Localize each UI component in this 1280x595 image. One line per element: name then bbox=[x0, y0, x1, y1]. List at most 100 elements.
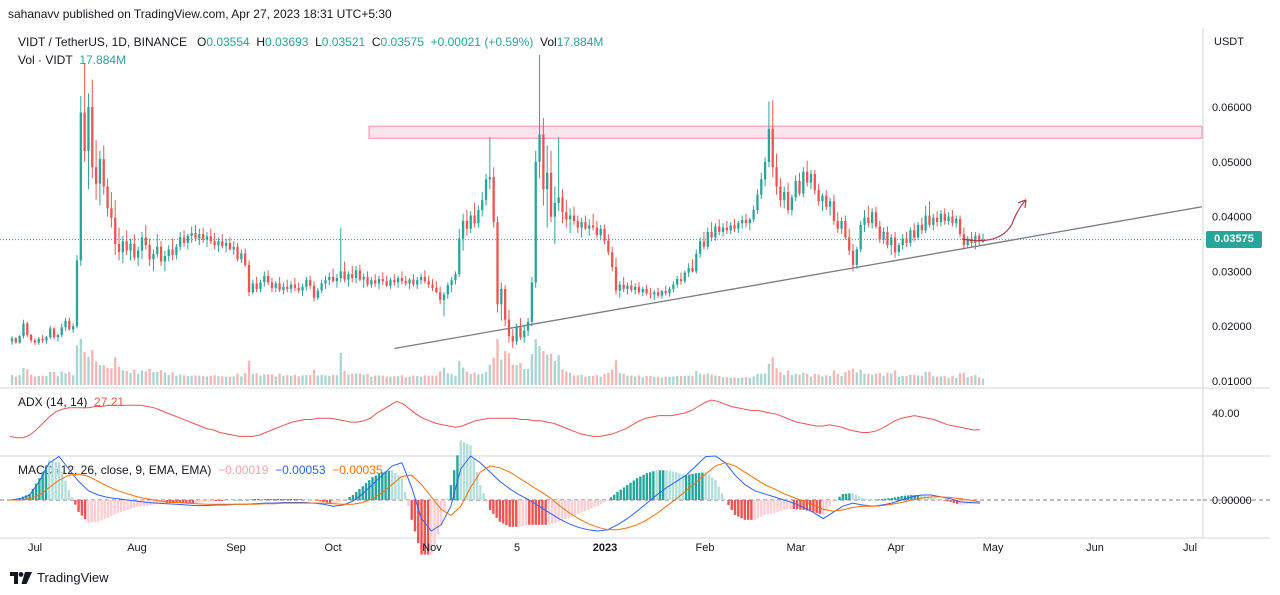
volume-bar bbox=[844, 372, 847, 385]
macd-histogram-bar bbox=[466, 443, 469, 500]
macd-histogram-bar bbox=[237, 500, 240, 501]
candle-body bbox=[859, 224, 862, 250]
candle-body bbox=[125, 241, 128, 251]
candle-body bbox=[955, 218, 958, 224]
volume-bar bbox=[561, 369, 564, 385]
symbol-name[interactable]: VIDT / TetherUS, 1D, BINANCE bbox=[18, 35, 187, 49]
macd-histogram-bar bbox=[707, 474, 711, 500]
volume-bar bbox=[26, 369, 29, 385]
macd-histogram-bar bbox=[306, 499, 309, 500]
macd-histogram-bar bbox=[550, 500, 554, 524]
volume-bar bbox=[584, 376, 587, 385]
macd-histogram-bar bbox=[266, 499, 270, 500]
volume-bar bbox=[672, 376, 675, 385]
volume-bar bbox=[110, 368, 113, 385]
macd-hist-value: −0.00019 bbox=[218, 463, 269, 477]
candle-body bbox=[878, 226, 881, 240]
volume-bar bbox=[236, 373, 239, 385]
volume-bar bbox=[817, 374, 820, 385]
volume-bar bbox=[221, 376, 224, 385]
volume-bar bbox=[240, 376, 243, 385]
candle-body bbox=[698, 241, 702, 254]
projection-arrow-head bbox=[1017, 199, 1027, 208]
volume-bar bbox=[737, 377, 740, 385]
volume-bar bbox=[511, 364, 514, 385]
macd-histogram-bar bbox=[413, 500, 417, 532]
macd-histogram-bar bbox=[704, 472, 707, 500]
volume-bar bbox=[870, 374, 874, 385]
candle-body bbox=[851, 250, 855, 265]
macd-histogram-bar bbox=[658, 470, 662, 500]
candle-body bbox=[832, 201, 836, 221]
volume-bar bbox=[94, 361, 98, 385]
macd-histogram-bar bbox=[541, 500, 544, 525]
macd-histogram-bar bbox=[505, 500, 508, 526]
volume-bar bbox=[194, 375, 197, 385]
volume-bar bbox=[293, 375, 297, 385]
candle-body bbox=[786, 191, 790, 211]
candle-body bbox=[840, 220, 843, 229]
macd-histogram-bar bbox=[753, 500, 756, 520]
volume-bar bbox=[809, 376, 813, 385]
candle-body bbox=[668, 288, 671, 294]
candle-body bbox=[343, 271, 346, 280]
macd-histogram-bar bbox=[279, 499, 283, 500]
volume-bar bbox=[389, 376, 392, 385]
candle-body bbox=[370, 280, 373, 285]
candle-body bbox=[41, 338, 44, 341]
candle-body bbox=[591, 225, 595, 228]
volume-bar bbox=[137, 373, 140, 385]
macd-histogram-bar bbox=[185, 500, 188, 503]
macd-line bbox=[9, 455, 981, 532]
candle-body bbox=[683, 272, 686, 282]
resistance-zone bbox=[368, 125, 1203, 139]
volume-bar bbox=[79, 339, 82, 385]
volume-bar bbox=[477, 374, 480, 385]
adx-label[interactable]: ADX (14, 14) bbox=[18, 395, 88, 409]
macd-histogram-bar bbox=[377, 473, 381, 500]
macd-histogram-bar bbox=[485, 500, 489, 502]
volume-bar bbox=[484, 371, 488, 385]
volume-bar bbox=[316, 375, 319, 385]
macd-histogram-bar bbox=[155, 500, 159, 504]
close-value: 0.03575 bbox=[380, 35, 424, 49]
macd-histogram-bar bbox=[511, 500, 515, 527]
candle-body bbox=[45, 337, 48, 341]
candle-body bbox=[825, 195, 828, 207]
volume-bar bbox=[691, 375, 694, 385]
candle-body bbox=[771, 128, 774, 168]
tradingview-logo[interactable]: TradingView bbox=[10, 570, 109, 585]
volume-bar bbox=[641, 377, 644, 385]
candle-body bbox=[748, 219, 751, 224]
volume-bar bbox=[152, 372, 155, 385]
macd-histogram-bar bbox=[586, 500, 590, 510]
candle-body bbox=[729, 225, 732, 231]
candle-body bbox=[595, 227, 599, 236]
time-tick-label: Aug bbox=[127, 542, 147, 554]
candle-body bbox=[958, 218, 962, 235]
volume-bar bbox=[848, 370, 851, 385]
macd-histogram-bar bbox=[83, 500, 87, 520]
candle-body bbox=[205, 236, 209, 240]
macd-histogram-bar bbox=[671, 471, 675, 500]
volume-bar bbox=[664, 376, 667, 385]
macd-histogram-bar bbox=[969, 500, 972, 504]
volume-bar bbox=[874, 373, 878, 385]
volume-bar bbox=[232, 376, 235, 385]
volume-row-label[interactable]: Vol · VIDT bbox=[18, 53, 73, 67]
candle-body bbox=[588, 225, 591, 229]
macd-histogram-bar bbox=[129, 500, 133, 509]
macd-histogram-bar bbox=[946, 500, 949, 502]
macd-histogram-bar bbox=[684, 475, 688, 500]
candle-body bbox=[714, 226, 717, 238]
macd-histogram-bar bbox=[717, 486, 720, 500]
macd-histogram-bar bbox=[41, 472, 44, 500]
volume-bar bbox=[49, 371, 52, 385]
volume-bar bbox=[347, 374, 350, 385]
volume-bar bbox=[955, 378, 958, 385]
macd-histogram-bar bbox=[972, 500, 975, 504]
open-label: O bbox=[196, 35, 207, 49]
macd-histogram-bar bbox=[864, 498, 867, 500]
candle-body bbox=[320, 283, 323, 291]
